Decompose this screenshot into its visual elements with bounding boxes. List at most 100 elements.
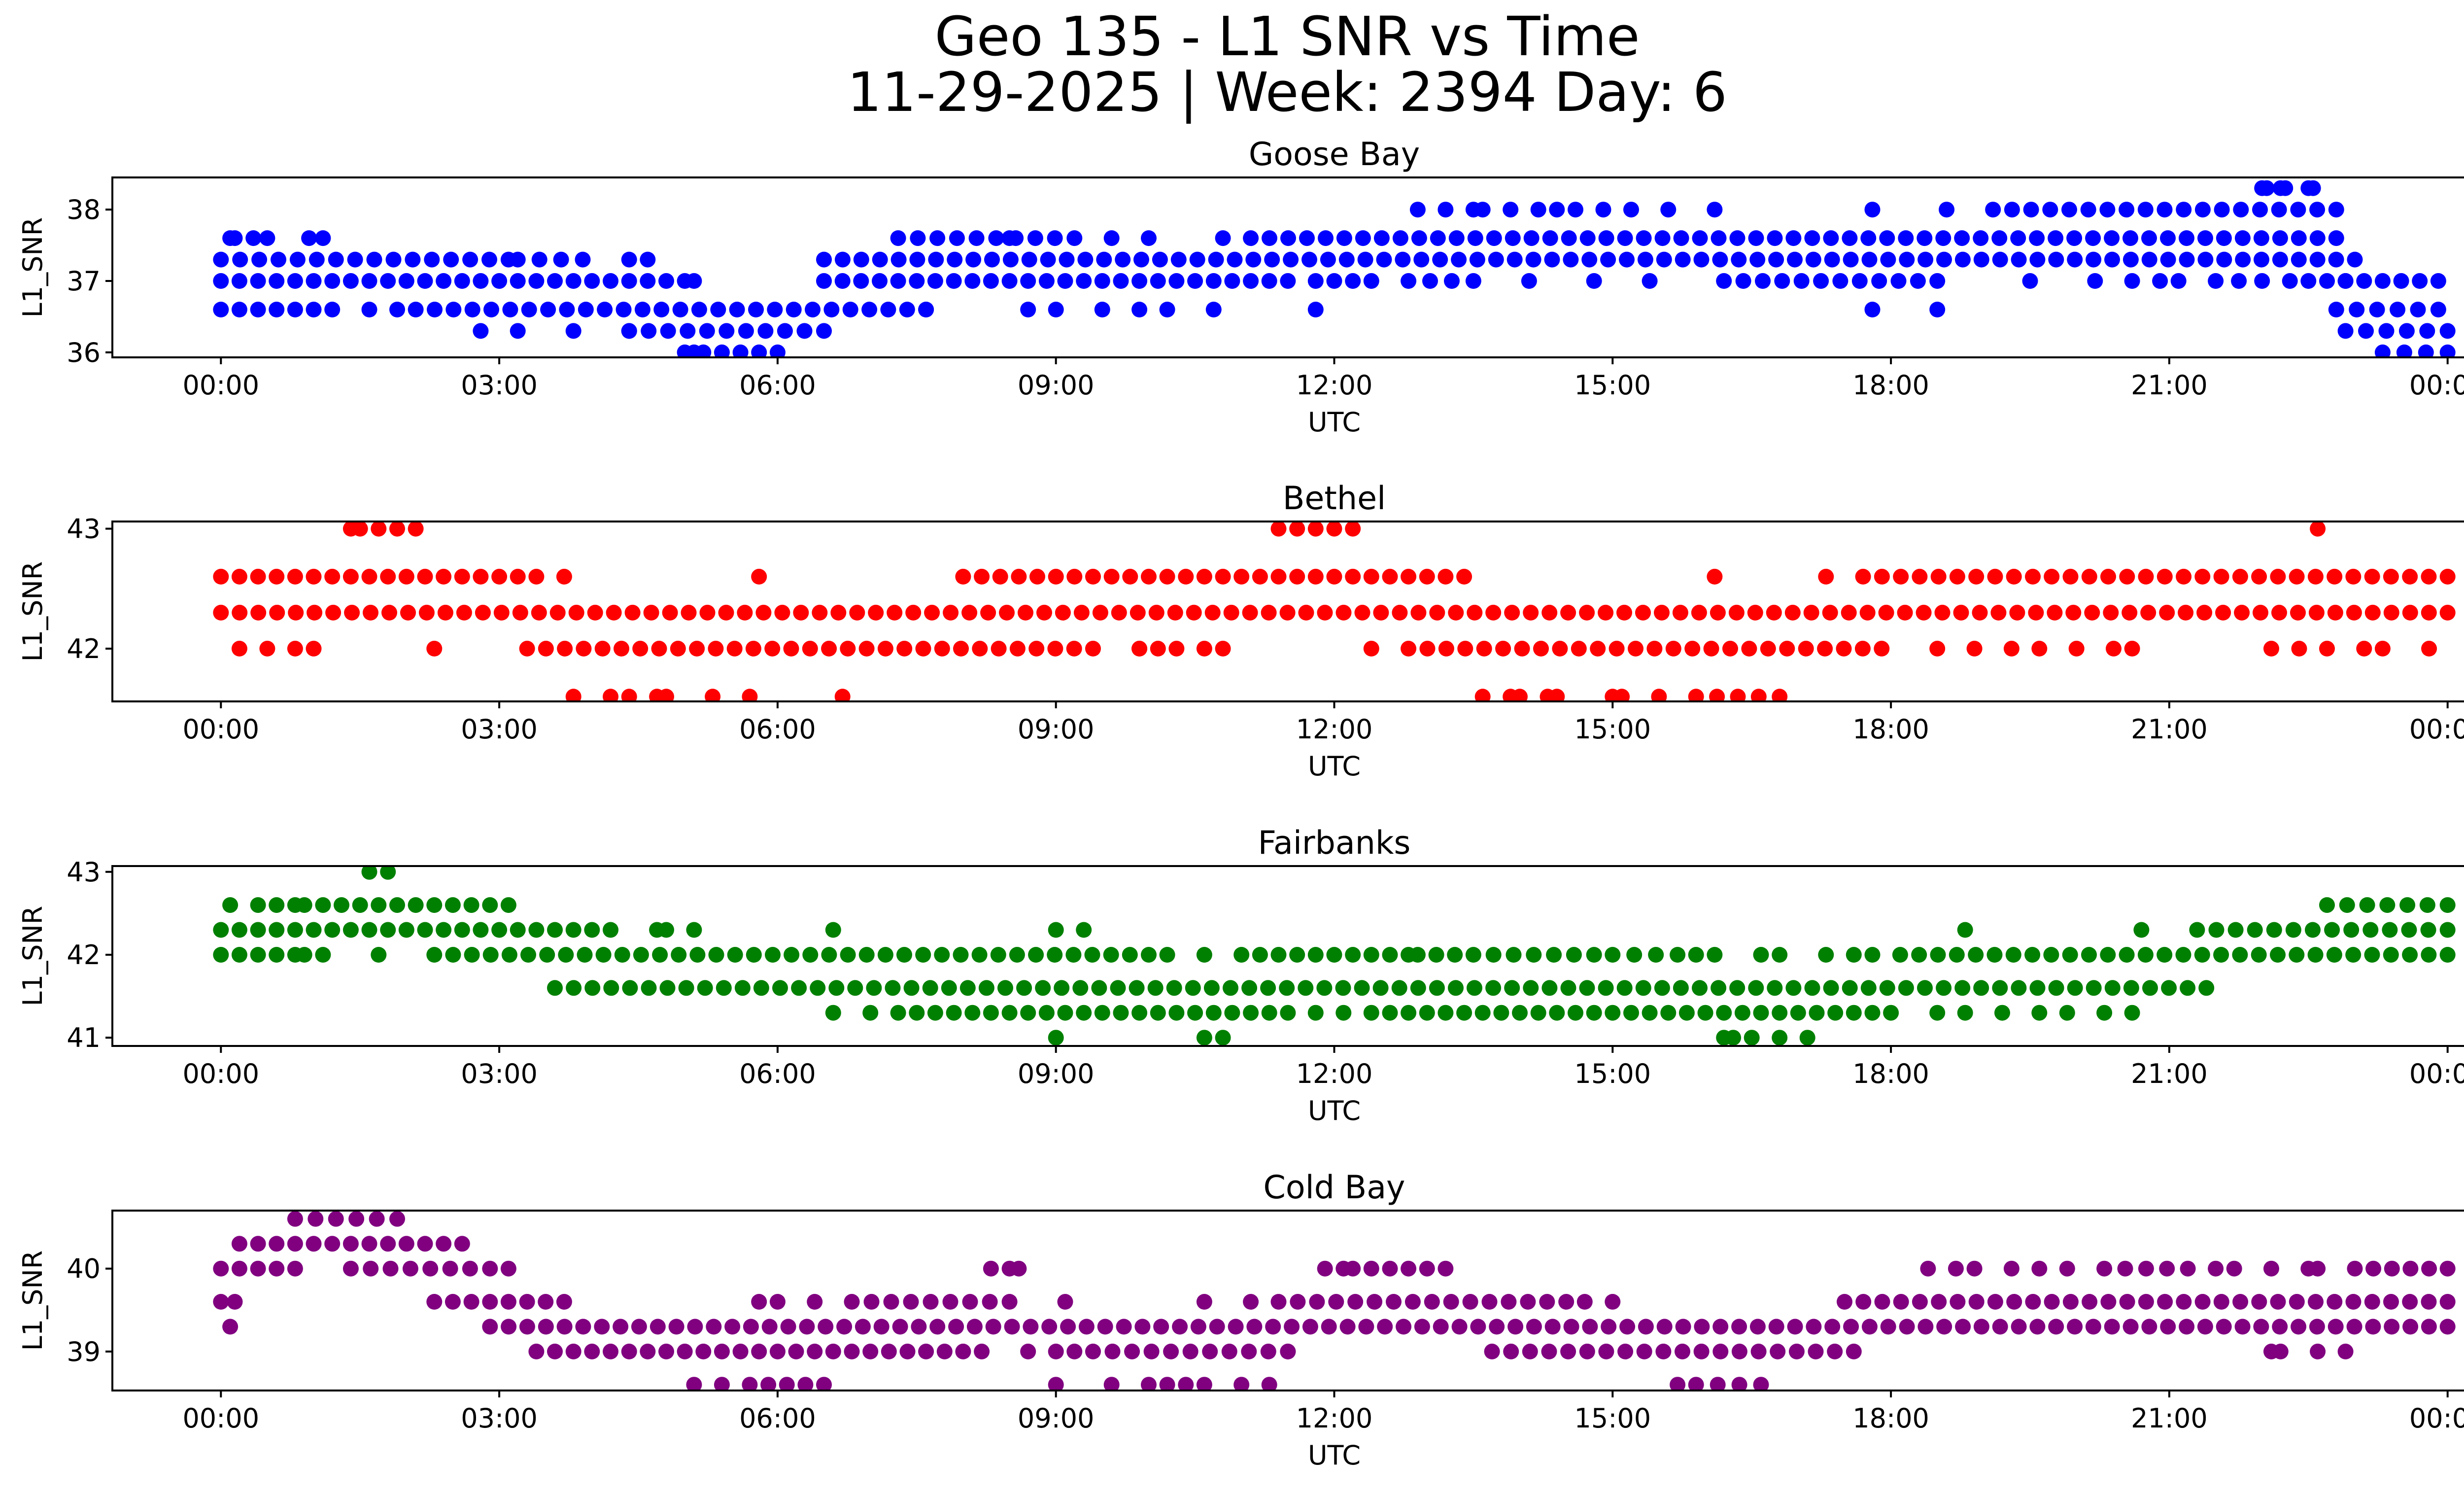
data-point: [1307, 947, 1324, 963]
data-point: [1474, 1005, 1491, 1021]
x-tick-label: 15:00: [1574, 1403, 1651, 1434]
data-point: [621, 251, 637, 268]
data-point: [361, 273, 377, 289]
data-point: [547, 273, 563, 289]
data-point: [1549, 1005, 1565, 1021]
data-point: [2122, 251, 2139, 268]
data-point: [899, 1343, 916, 1359]
data-point: [213, 604, 229, 621]
data-point: [2282, 273, 2298, 289]
data-point: [2142, 980, 2158, 996]
data-point: [1038, 1005, 1055, 1021]
data-point: [974, 568, 990, 585]
data-point: [745, 640, 761, 657]
data-point: [2194, 1294, 2211, 1310]
data-point: [325, 604, 342, 621]
data-point: [1023, 1319, 1039, 1335]
x-tick-label: 15:00: [1574, 1058, 1651, 1089]
data-point: [287, 568, 303, 585]
data-point: [1879, 230, 1895, 246]
data-point: [1189, 251, 1205, 268]
data-point: [1395, 251, 1411, 268]
data-point: [1827, 1005, 1844, 1021]
data-point: [1637, 251, 1653, 268]
data-point: [2137, 202, 2154, 218]
data-point: [936, 1343, 953, 1359]
data-point: [2100, 1294, 2117, 1310]
data-point: [780, 1319, 796, 1335]
data-point: [1655, 1343, 1672, 1359]
data-point: [734, 980, 751, 996]
data-point: [1917, 980, 1933, 996]
data-point: [1301, 251, 1317, 268]
data-point: [1787, 251, 1803, 268]
data-point: [2179, 251, 2195, 268]
data-point: [793, 604, 809, 621]
data-point: [519, 1319, 535, 1335]
data-point: [1953, 604, 1969, 621]
data-point: [1261, 1005, 1277, 1021]
data-point: [1335, 980, 1351, 996]
data-point: [2067, 1319, 2083, 1335]
data-point: [1242, 604, 1258, 621]
data-point: [1648, 947, 1664, 963]
x-tick-label: 21:00: [2131, 1403, 2208, 1434]
data-point: [2346, 604, 2362, 621]
data-point: [417, 568, 433, 585]
data-point: [1433, 1319, 1449, 1335]
data-point: [1457, 640, 1473, 657]
data-point: [641, 980, 657, 996]
data-point: [1598, 1343, 1614, 1359]
data-point: [352, 897, 368, 913]
data-point: [1401, 1005, 1417, 1021]
data-point: [2099, 202, 2116, 218]
data-point: [1326, 568, 1342, 585]
data-point: [836, 1319, 853, 1335]
data-point: [1707, 202, 1723, 218]
data-point: [398, 568, 414, 585]
data-point: [510, 251, 526, 268]
data-point: [398, 1236, 414, 1252]
data-point: [1949, 568, 1965, 585]
data-point: [1429, 604, 1445, 621]
data-point: [2289, 568, 2305, 585]
data-point: [890, 230, 906, 246]
data-point: [1076, 922, 1092, 938]
y-tick-label: 38: [67, 194, 101, 225]
data-point: [565, 922, 582, 938]
data-point: [328, 251, 344, 268]
data-point: [708, 640, 724, 657]
data-point: [352, 522, 368, 537]
data-point: [1065, 947, 1082, 963]
data-point: [847, 980, 863, 996]
data-point: [769, 344, 786, 357]
data-point: [1335, 1005, 1352, 1021]
data-point: [1124, 1343, 1140, 1359]
data-point: [1196, 640, 1212, 657]
data-point: [1546, 947, 1562, 963]
data-point: [2170, 273, 2187, 289]
data-point: [2208, 1260, 2224, 1277]
data-point: [1560, 604, 1576, 621]
data-point: [1770, 1343, 1786, 1359]
data-point: [1391, 980, 1407, 996]
data-point: [877, 640, 893, 657]
data-point: [962, 1294, 978, 1310]
data-point: [1261, 273, 1277, 289]
data-point: [861, 302, 878, 317]
data-point: [2216, 230, 2232, 246]
data-point: [1196, 1294, 1212, 1310]
data-point: [2364, 1294, 2380, 1310]
data-point: [764, 640, 781, 657]
data-point: [1150, 1005, 1166, 1021]
data-point: [909, 251, 925, 268]
x-tick-label: 15:00: [1574, 714, 1651, 745]
data-point: [2085, 1319, 2101, 1335]
data-point: [710, 302, 726, 317]
data-point: [2003, 640, 2019, 657]
data-point: [510, 568, 526, 585]
x-tick-label: 12:00: [1296, 1403, 1373, 1434]
data-point: [1298, 980, 1314, 996]
data-point: [587, 604, 603, 621]
data-point: [2100, 947, 2116, 963]
